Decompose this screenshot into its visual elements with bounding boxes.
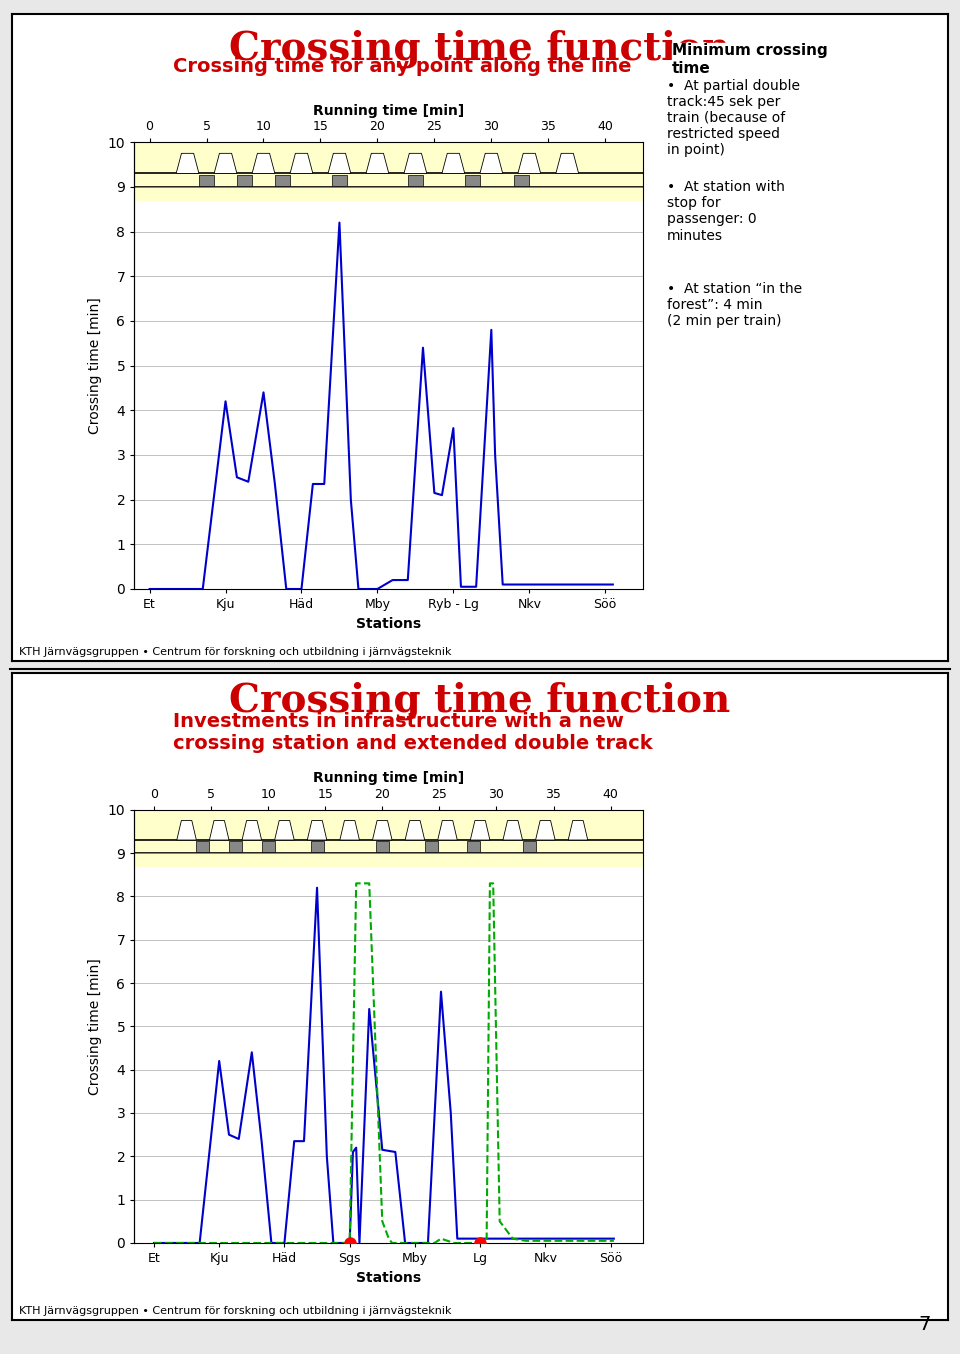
Polygon shape bbox=[307, 821, 326, 839]
Bar bbox=[134, 142, 643, 200]
Bar bbox=[261, 841, 275, 852]
Polygon shape bbox=[556, 153, 579, 173]
Bar bbox=[424, 841, 438, 852]
Polygon shape bbox=[177, 153, 199, 173]
Polygon shape bbox=[503, 821, 522, 839]
Polygon shape bbox=[252, 153, 275, 173]
Polygon shape bbox=[517, 153, 540, 173]
Text: Crossing time function: Crossing time function bbox=[229, 681, 731, 719]
Text: Minimum crossing
time: Minimum crossing time bbox=[672, 43, 828, 76]
Bar bbox=[197, 841, 209, 852]
Bar bbox=[134, 810, 643, 867]
Polygon shape bbox=[340, 821, 359, 839]
Bar bbox=[229, 841, 242, 852]
Text: Crossing time for any point along the line: Crossing time for any point along the li… bbox=[173, 57, 632, 76]
Text: 7: 7 bbox=[919, 1315, 931, 1334]
Polygon shape bbox=[536, 821, 555, 839]
Text: •  At partial double
track:45 sek per
train (because of
restricted speed
in poin: • At partial double track:45 sek per tra… bbox=[667, 79, 801, 157]
Bar bbox=[199, 175, 214, 185]
Text: KTH Järnvägsgruppen • Centrum för forskning och utbildning i järnvägsteknik: KTH Järnvägsgruppen • Centrum för forskn… bbox=[19, 1307, 452, 1316]
Text: KTH Järnvägsgruppen • Centrum för forskning och utbildning i järnvägsteknik: KTH Järnvägsgruppen • Centrum för forskn… bbox=[19, 647, 452, 657]
Polygon shape bbox=[177, 821, 197, 839]
Polygon shape bbox=[275, 821, 294, 839]
Bar bbox=[310, 841, 324, 852]
Polygon shape bbox=[290, 153, 313, 173]
Text: •  At station “in the
forest”: 4 min
(2 min per train): • At station “in the forest”: 4 min (2 m… bbox=[667, 282, 803, 328]
Bar bbox=[465, 175, 480, 185]
Polygon shape bbox=[242, 821, 261, 839]
Polygon shape bbox=[214, 153, 237, 173]
Polygon shape bbox=[568, 821, 588, 839]
Text: Investments in infrastructure with a new
crossing station and extended double tr: Investments in infrastructure with a new… bbox=[173, 712, 653, 753]
Bar bbox=[375, 841, 389, 852]
Polygon shape bbox=[404, 153, 427, 173]
Polygon shape bbox=[328, 153, 350, 173]
X-axis label: Stations: Stations bbox=[356, 616, 421, 631]
Y-axis label: Crossing time [min]: Crossing time [min] bbox=[88, 298, 102, 433]
X-axis label: Running time [min]: Running time [min] bbox=[313, 772, 465, 785]
Bar bbox=[275, 175, 290, 185]
Polygon shape bbox=[442, 153, 465, 173]
Bar bbox=[468, 841, 480, 852]
Polygon shape bbox=[470, 821, 490, 839]
Bar bbox=[237, 175, 252, 185]
Polygon shape bbox=[209, 821, 229, 839]
Y-axis label: Crossing time [min]: Crossing time [min] bbox=[88, 959, 102, 1094]
X-axis label: Running time [min]: Running time [min] bbox=[313, 104, 465, 118]
Polygon shape bbox=[366, 153, 389, 173]
Polygon shape bbox=[480, 153, 503, 173]
Text: Crossing time function: Crossing time function bbox=[229, 30, 731, 68]
X-axis label: Stations: Stations bbox=[356, 1270, 421, 1285]
Polygon shape bbox=[438, 821, 457, 839]
Polygon shape bbox=[405, 821, 424, 839]
Bar bbox=[515, 175, 529, 185]
Bar bbox=[522, 841, 536, 852]
Bar bbox=[332, 175, 347, 185]
Bar bbox=[408, 175, 423, 185]
Polygon shape bbox=[372, 821, 392, 839]
Text: •  At station with
stop for
passenger: 0
minutes: • At station with stop for passenger: 0 … bbox=[667, 180, 785, 242]
